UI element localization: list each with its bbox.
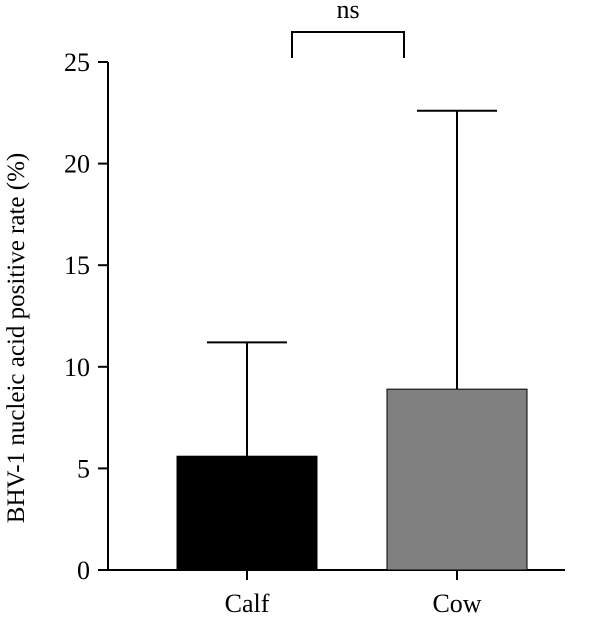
y-axis: 0 5 10 15 20 25 [64, 48, 109, 585]
x-axis: Calf Cow [108, 569, 565, 618]
significance-bracket: ns [291, 0, 405, 58]
x-tick-label-calf: Calf [225, 589, 270, 618]
y-tick-label-0: 0 [77, 556, 90, 585]
x-tick-label-cow: Cow [432, 589, 481, 618]
y-tick-label-5: 5 [77, 454, 90, 483]
y-tick-label-15: 15 [64, 251, 90, 280]
y-tick-label-10: 10 [64, 353, 90, 382]
significance-label: ns [336, 0, 359, 24]
significance-bracket-line [291, 31, 405, 58]
y-axis-title: BHV-1 nucleic acid positive rate (%) [3, 153, 30, 523]
bar-cow [386, 388, 528, 571]
bars [176, 109, 528, 571]
y-tick-label-25: 25 [64, 48, 90, 77]
y-tick-label-20: 20 [64, 150, 90, 179]
bar-calf [176, 455, 318, 571]
